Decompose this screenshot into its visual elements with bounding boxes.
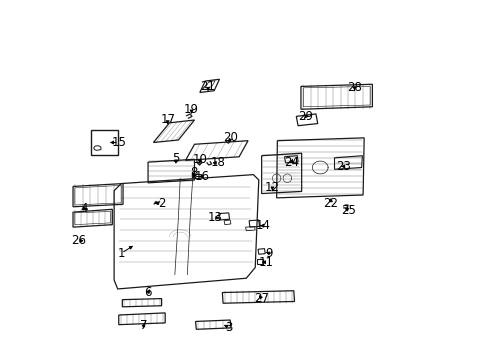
Text: 12: 12 (264, 181, 279, 194)
Text: 21: 21 (200, 80, 215, 93)
Text: 4: 4 (80, 202, 87, 215)
Text: 13: 13 (207, 211, 222, 224)
Text: 14: 14 (255, 219, 270, 232)
Text: 11: 11 (259, 256, 274, 269)
Text: 7: 7 (140, 319, 147, 332)
Bar (91, 130, 118, 155)
Text: 20: 20 (223, 131, 238, 144)
Text: 8: 8 (190, 166, 197, 179)
Text: 6: 6 (144, 286, 151, 299)
Text: 25: 25 (341, 204, 356, 217)
Text: 26: 26 (71, 234, 86, 247)
Text: 22: 22 (323, 197, 338, 210)
Text: 27: 27 (254, 292, 268, 305)
Text: 1: 1 (117, 247, 125, 260)
Text: 19: 19 (184, 103, 199, 116)
Text: 5: 5 (172, 152, 179, 165)
Text: 10: 10 (192, 153, 207, 166)
Text: 28: 28 (346, 81, 361, 94)
Text: 2: 2 (158, 197, 165, 210)
Text: 24: 24 (284, 156, 299, 169)
Text: 9: 9 (264, 247, 272, 260)
Text: 23: 23 (336, 160, 350, 173)
Text: 17: 17 (160, 113, 175, 126)
Text: 29: 29 (298, 110, 313, 123)
Text: 16: 16 (194, 170, 209, 183)
Text: 15: 15 (111, 136, 126, 149)
Text: 3: 3 (224, 321, 232, 334)
Text: 18: 18 (210, 156, 224, 169)
